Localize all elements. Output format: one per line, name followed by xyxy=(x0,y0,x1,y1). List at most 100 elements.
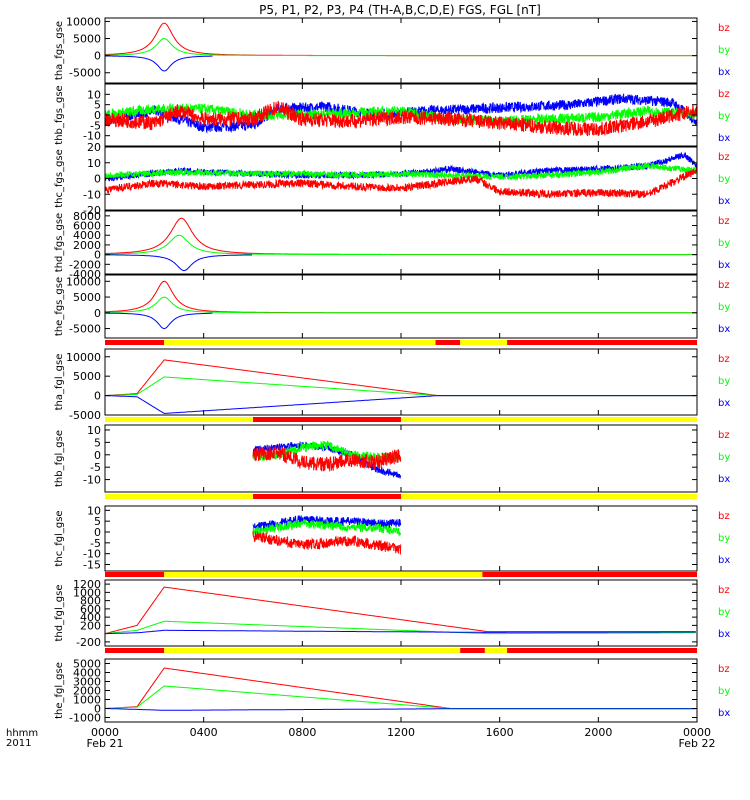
y-axis-label: thc_fgs_gse xyxy=(54,149,65,208)
y-tick-label: -5000 xyxy=(69,67,101,80)
flag-segment xyxy=(482,572,697,577)
x-tick-label: 2000 xyxy=(584,726,612,739)
y-tick-label: 10000 xyxy=(66,15,101,28)
y-tick-label: 8000 xyxy=(73,210,101,223)
series-group xyxy=(252,515,402,555)
y-tick-label: -10 xyxy=(83,188,101,201)
series-bx xyxy=(105,55,213,72)
y-tick-label: 0 xyxy=(94,50,101,63)
y-tick-label: -15 xyxy=(83,559,101,572)
y-tick-label: 4000 xyxy=(73,229,101,242)
x-axis-label-year: 2011 xyxy=(6,738,31,749)
legend-bx: bx xyxy=(718,555,730,566)
legend-by: by xyxy=(718,302,730,313)
legend-bz: bz xyxy=(718,152,730,163)
series-group xyxy=(105,586,696,635)
panel-frame xyxy=(104,274,698,339)
flag-segment xyxy=(460,340,508,345)
series-bz xyxy=(252,530,402,555)
y-tick-label: 10 xyxy=(87,424,101,437)
series-bz xyxy=(252,445,402,472)
x-tick-label: 0000 xyxy=(91,726,119,739)
y-axis-label: the_fgl_gse xyxy=(54,662,65,719)
legend-by: by xyxy=(718,111,730,122)
flag-segment xyxy=(105,494,253,499)
legend-bz: bz xyxy=(718,664,730,675)
panel-frame xyxy=(104,505,698,572)
y-tick-label: 3000 xyxy=(73,676,101,689)
flag-segment xyxy=(253,417,401,422)
series-group xyxy=(105,22,697,72)
y-tick-label: 0 xyxy=(94,109,101,122)
legend-bz: bz xyxy=(718,585,730,596)
series-bz xyxy=(105,359,696,397)
legend-bx: bx xyxy=(718,474,730,485)
legend-bx: bx xyxy=(718,67,730,78)
flag-segment xyxy=(435,340,461,345)
y-tick-label: -200 xyxy=(76,636,101,649)
series-group xyxy=(105,93,697,137)
legend-by: by xyxy=(718,686,730,697)
y-tick-label: 5 xyxy=(94,515,101,528)
flag-segment xyxy=(105,648,165,653)
series-bz xyxy=(105,22,697,57)
flag-segment xyxy=(253,494,401,499)
legend-bz: bz xyxy=(718,430,730,441)
y-tick-label: 6000 xyxy=(73,220,101,233)
legend-by: by xyxy=(718,174,730,185)
series-bz xyxy=(105,280,697,314)
y-tick-label: 1000 xyxy=(73,586,101,599)
series-group xyxy=(105,359,696,414)
series-group xyxy=(105,217,697,272)
y-tick-label: 10 xyxy=(87,504,101,517)
series-bx xyxy=(105,629,696,635)
flag-segment xyxy=(401,494,697,499)
series-by xyxy=(105,234,697,256)
series-group xyxy=(105,667,696,711)
panel-frame xyxy=(104,348,698,416)
legend-bz: bz xyxy=(718,280,730,291)
series-group xyxy=(105,280,697,330)
flag-segment xyxy=(105,340,165,345)
flag-segment xyxy=(401,417,697,422)
panel-tha_fgs_gse: 10000 5000 0 -5000 tha_fgs_gse bz by bx xyxy=(54,15,730,84)
y-tick-label: 20 xyxy=(87,141,101,154)
y-tick-label: -5 xyxy=(90,119,101,132)
legend-by: by xyxy=(718,533,730,544)
panel-frame xyxy=(104,146,698,211)
flag-segment xyxy=(164,572,483,577)
x-tick-date: Feb 22 xyxy=(679,737,716,750)
panel-the_fgs_gse: 10000 5000 0 -5000 the_fgs_gse bz by bx xyxy=(54,274,730,339)
y-tick-label: -10 xyxy=(83,474,101,487)
series-bx xyxy=(105,254,253,272)
y-tick-label: 0 xyxy=(94,526,101,539)
series-by xyxy=(105,102,697,128)
series-group xyxy=(252,440,402,479)
flag-segment xyxy=(105,417,253,422)
series-bx xyxy=(105,708,696,711)
y-axis-label: thc_fgl_gse xyxy=(54,510,65,566)
y-tick-label: 1200 xyxy=(73,578,101,591)
panel-thc_fgs_gse: 20 10 0 -10 -20 thc_fgs_gse bz by bx xyxy=(54,141,730,217)
y-tick-label: 4000 xyxy=(73,667,101,680)
legend-bz: bz xyxy=(718,511,730,522)
y-tick-label: -5000 xyxy=(69,409,101,422)
y-tick-label: 10 xyxy=(87,88,101,101)
x-tick-label: 0000 xyxy=(683,726,711,739)
legend-bz: bz xyxy=(718,89,730,100)
x-tick-label: 1200 xyxy=(387,726,415,739)
y-tick-label: -4000 xyxy=(69,268,101,281)
y-tick-label: 5 xyxy=(94,436,101,449)
y-tick-label: 5000 xyxy=(73,33,101,46)
y-tick-label: 800 xyxy=(80,595,101,608)
series-by xyxy=(105,620,696,635)
y-tick-label: 0 xyxy=(94,449,101,462)
x-tick-date: Feb 21 xyxy=(87,737,124,750)
y-tick-label: 0 xyxy=(94,249,101,262)
y-tick-label: 5 xyxy=(94,99,101,112)
panel-frame xyxy=(104,658,698,723)
